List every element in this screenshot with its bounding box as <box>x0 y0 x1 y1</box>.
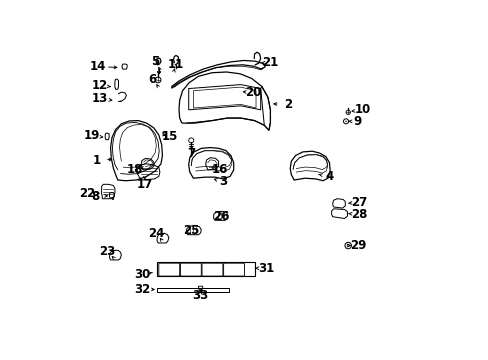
Text: 2: 2 <box>283 98 291 111</box>
Text: 27: 27 <box>351 196 367 209</box>
Text: 19: 19 <box>83 129 100 142</box>
Text: 26: 26 <box>212 210 229 223</box>
Text: 29: 29 <box>349 239 366 252</box>
Text: 21: 21 <box>262 57 278 69</box>
Text: 14: 14 <box>90 60 106 73</box>
Text: 3: 3 <box>219 175 226 188</box>
Text: 4: 4 <box>325 170 332 183</box>
Text: 10: 10 <box>354 103 371 116</box>
Circle shape <box>345 121 346 122</box>
Text: 16: 16 <box>211 163 228 176</box>
Text: 33: 33 <box>192 289 208 302</box>
Text: 18: 18 <box>126 163 142 176</box>
Text: 25: 25 <box>183 224 199 237</box>
Text: 13: 13 <box>91 93 108 105</box>
Text: 24: 24 <box>148 227 164 240</box>
Text: 17: 17 <box>136 178 153 191</box>
Text: 28: 28 <box>351 208 367 221</box>
Text: 7: 7 <box>187 147 195 160</box>
Text: 22: 22 <box>79 187 95 200</box>
Text: 31: 31 <box>258 262 274 275</box>
Text: 12: 12 <box>91 79 108 92</box>
Text: 23: 23 <box>99 245 115 258</box>
Text: 11: 11 <box>168 58 184 71</box>
Text: 32: 32 <box>134 283 150 296</box>
Text: 15: 15 <box>162 130 178 143</box>
Text: 9: 9 <box>353 115 361 128</box>
Text: 8: 8 <box>91 190 99 203</box>
Text: 1: 1 <box>93 154 101 167</box>
Text: 6: 6 <box>148 73 157 86</box>
Text: 5: 5 <box>151 55 160 68</box>
Text: 20: 20 <box>244 86 261 99</box>
Bar <box>157 288 229 292</box>
Text: 30: 30 <box>134 268 150 281</box>
